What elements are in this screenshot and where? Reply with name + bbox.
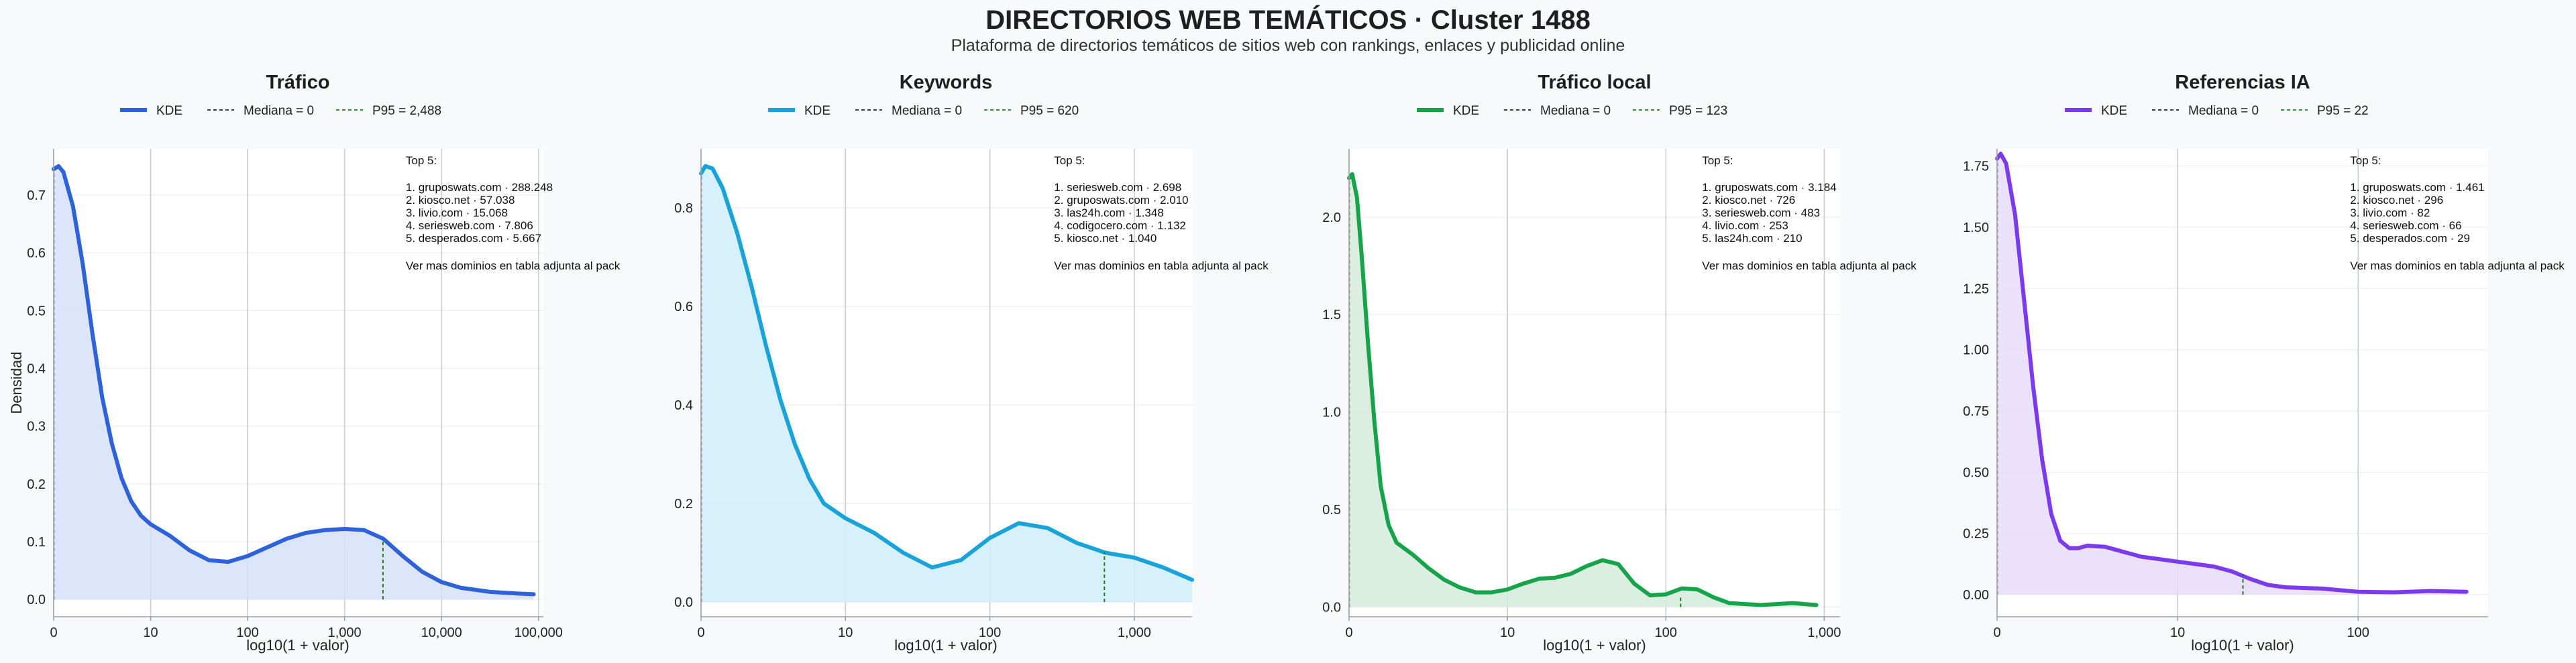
x-tick-label: 10 — [2170, 625, 2185, 640]
top5-item: 2. kiosco.net · 296 — [2350, 194, 2443, 206]
legend-kde-label: KDE — [2101, 104, 2127, 118]
y-tick-label: 0.4 — [27, 361, 46, 376]
top5-item: 3. livio.com · 82 — [2350, 206, 2430, 219]
top5-heading: Top 5: — [406, 154, 437, 167]
top5-item: 1. gruposwats.com · 3.184 — [1702, 181, 1836, 194]
x-tick-label: 1,000 — [1807, 625, 1841, 640]
top5-item: 5. kiosco.net · 1.040 — [1054, 232, 1157, 245]
x-tick-label: 10,000 — [421, 625, 462, 640]
top5-item: 5. desperados.com · 5.667 — [406, 232, 541, 245]
top5-item: 1. seriesweb.com · 2.698 — [1054, 181, 1181, 194]
x-tick-label: 10 — [838, 625, 853, 640]
top5-footer: Ver mas dominios en tabla adjunta al pac… — [2350, 259, 2565, 272]
y-tick-label: 0.3 — [27, 420, 46, 434]
top5-item: 5. las24h.com · 210 — [1702, 232, 1802, 245]
legend-median-label: Mediana = 0 — [1540, 104, 1611, 118]
top5-footer: Ver mas dominios en tabla adjunta al pac… — [406, 259, 621, 272]
top5-item: 1. gruposwats.com · 288.248 — [406, 181, 553, 194]
legend-p95-label: P95 = 2,488 — [372, 104, 441, 118]
top5-item: 4. seriesweb.com · 7.806 — [406, 219, 533, 232]
chart-legend: KDE Mediana = 0 P95 = 123 — [1417, 104, 1727, 118]
legend-kde-label: KDE — [1453, 104, 1479, 118]
top5-item: 4. livio.com · 253 — [1702, 219, 1788, 232]
y-tick-label: 0.0 — [1322, 600, 1341, 615]
top5-item: 3. livio.com · 15.068 — [406, 206, 508, 219]
y-tick-label: 1.0 — [1322, 406, 1341, 420]
y-tick-label: 0.50 — [1963, 465, 1989, 480]
legend-kde-label: KDE — [804, 104, 830, 118]
x-axis-label: log10(1 + valor) — [894, 637, 997, 654]
y-tick-label: 0.00 — [1963, 588, 1989, 603]
x-tick-label: 0 — [1345, 625, 1352, 640]
top5-item: 2. kiosco.net · 57.038 — [406, 194, 515, 206]
y-tick-label: 0.0 — [674, 595, 693, 610]
chart-title: Keywords — [900, 72, 993, 93]
chart-title: Referencias IA — [2175, 72, 2310, 93]
chart-legend: KDE Mediana = 0 P95 = 22 — [2065, 104, 2369, 118]
x-tick-label: 1,000 — [1118, 625, 1151, 640]
top5-heading: Top 5: — [2350, 154, 2381, 167]
top5-item: 5. desperados.com · 29 — [2350, 232, 2470, 245]
legend-p95-label: P95 = 620 — [1020, 104, 1079, 118]
top5-item: 4. seriesweb.com · 66 — [2350, 219, 2461, 232]
legend-kde-label: KDE — [156, 104, 182, 118]
x-tick-label: 100 — [1655, 625, 1677, 640]
y-tick-label: 0.6 — [27, 246, 46, 261]
top5-item: 2. gruposwats.com · 2.010 — [1054, 194, 1188, 206]
y-tick-label: 0.4 — [674, 398, 693, 413]
y-tick-label: 0.0 — [27, 593, 46, 607]
y-tick-label: 0.8 — [674, 201, 693, 216]
top5-footer: Ver mas dominios en tabla adjunta al pac… — [1054, 259, 1269, 272]
x-tick-label: 0 — [697, 625, 704, 640]
y-tick-label: 0.1 — [27, 535, 46, 550]
x-tick-label: 0 — [50, 625, 57, 640]
x-tick-label: 10 — [143, 625, 158, 640]
y-tick-label: 0.5 — [27, 304, 46, 318]
top5-heading: Top 5: — [1054, 154, 1085, 167]
y-tick-label: 0.25 — [1963, 527, 1989, 542]
chart-panel-2: 0.0 0.2 0.4 0.6 0.8 0 10 100 1,000 log10(1 + valo… — [674, 72, 1269, 654]
y-tick-label: 0.2 — [674, 497, 693, 511]
chart-panel-3: 0.0 0.5 1.0 1.5 2.0 0 10 100 1,000 log10(1 + valo… — [1322, 72, 1917, 654]
chart-legend: KDE Mediana = 0 P95 = 620 — [768, 104, 1079, 118]
y-tick-label: 1.50 — [1963, 221, 1989, 235]
top5-item: 2. kiosco.net · 726 — [1702, 194, 1795, 206]
x-tick-label: 100,000 — [515, 625, 563, 640]
y-tick-label: 1.25 — [1963, 282, 1989, 296]
x-tick-label: 0 — [1993, 625, 2000, 640]
y-tick-label: 0.6 — [674, 300, 693, 314]
chart-panel-4: 0.00 0.25 0.50 0.75 1.00 1.25 1.50 1.75 0 10 100 lo… — [1963, 72, 2565, 654]
x-tick-label: 10 — [1500, 625, 1515, 640]
y-tick-label: 0.75 — [1963, 404, 1989, 419]
y-tick-label: 2.0 — [1322, 210, 1341, 225]
y-tick-label: 0.2 — [27, 477, 46, 492]
x-axis-label: log10(1 + valor) — [1543, 637, 1646, 654]
legend-median-label: Mediana = 0 — [892, 104, 962, 118]
chart-panel-1: 0.0 0.1 0.2 0.3 0.4 0.5 0.6 0.7 0 10 100 1,000 10,00… — [8, 72, 621, 654]
y-tick-label: 1.00 — [1963, 343, 1989, 358]
top5-item: 4. codigocero.com · 1.132 — [1054, 219, 1186, 232]
legend-median-label: Mediana = 0 — [244, 104, 314, 118]
x-tick-label: 100 — [2347, 625, 2369, 640]
legend-p95-label: P95 = 123 — [1669, 104, 1727, 118]
legend-median-label: Mediana = 0 — [2188, 104, 2259, 118]
chart-title: Tráfico — [266, 72, 329, 93]
top5-footer: Ver mas dominios en tabla adjunta al pac… — [1702, 259, 1917, 272]
y-tick-label: 1.75 — [1963, 160, 1989, 174]
chart-legend: KDE Mediana = 0 P95 = 2,488 — [120, 104, 441, 118]
y-axis-label: Densidad — [8, 352, 25, 414]
chart-title: Tráfico local — [1538, 72, 1651, 93]
y-tick-label: 0.7 — [27, 188, 46, 203]
top5-item: 3. seriesweb.com · 483 — [1702, 206, 1820, 219]
x-axis-label: log10(1 + valor) — [2191, 637, 2294, 654]
top5-item: 1. gruposwats.com · 1.461 — [2350, 181, 2484, 194]
top5-item: 3. las24h.com · 1.348 — [1054, 206, 1163, 219]
y-tick-label: 1.5 — [1322, 308, 1341, 322]
x-axis-label: log10(1 + valor) — [246, 637, 349, 654]
y-tick-label: 0.5 — [1322, 503, 1341, 518]
top5-heading: Top 5: — [1702, 154, 1733, 167]
legend-p95-label: P95 = 22 — [2317, 104, 2369, 118]
